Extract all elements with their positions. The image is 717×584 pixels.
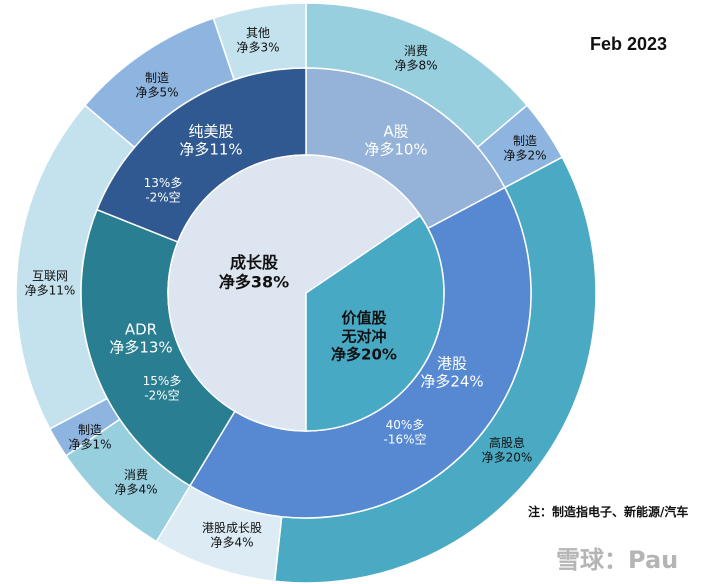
- center-value-label: 价值股无对冲净多20%: [331, 309, 397, 364]
- outer-label: 消费净多8%: [394, 44, 437, 73]
- outer-label: 制造净多5%: [135, 71, 178, 100]
- chart-labels: 消费净多8% 制造净多2% 高股息净多20% 港股成长股净多4% 消费净多4%制造净多1…: [25, 26, 547, 550]
- center-growth-slice: [167, 154, 422, 432]
- middle-sublabel: 40%多-16%空: [383, 418, 426, 447]
- outer-label: 高股息净多20%: [482, 435, 533, 465]
- watermark: 雪球：Pau: [556, 546, 679, 574]
- center-value-slice: [305, 214, 445, 432]
- chart-date: Feb 2023: [590, 34, 668, 54]
- middle-sublabel: 15%多-2%空: [143, 374, 182, 403]
- middle-label: ADR 净多13%: [109, 320, 172, 356]
- middle-label: 纯美股净多11%: [179, 122, 242, 158]
- middle-sublabel: 13%多-2%空: [144, 176, 183, 205]
- outer-label: 其他净多3%: [236, 26, 279, 55]
- middle-label: 港股净多24%: [420, 354, 483, 390]
- outer-label: 港股成长股净多4%: [202, 521, 262, 550]
- footnote: 注：制造指电子、新能源/汽车: [528, 505, 689, 519]
- outer-label: 消费净多4%: [114, 468, 157, 497]
- middle-label: A股净多10%: [364, 122, 427, 158]
- center-growth-label: 成长股净多38%: [219, 253, 289, 292]
- outer-label: 互联网净多11%: [25, 269, 76, 298]
- center-pie: [167, 154, 445, 432]
- outer-label: 制造净多1%: [68, 423, 111, 452]
- outer-label: 制造净多2%: [503, 134, 546, 163]
- outer-ring: [15, 2, 597, 584]
